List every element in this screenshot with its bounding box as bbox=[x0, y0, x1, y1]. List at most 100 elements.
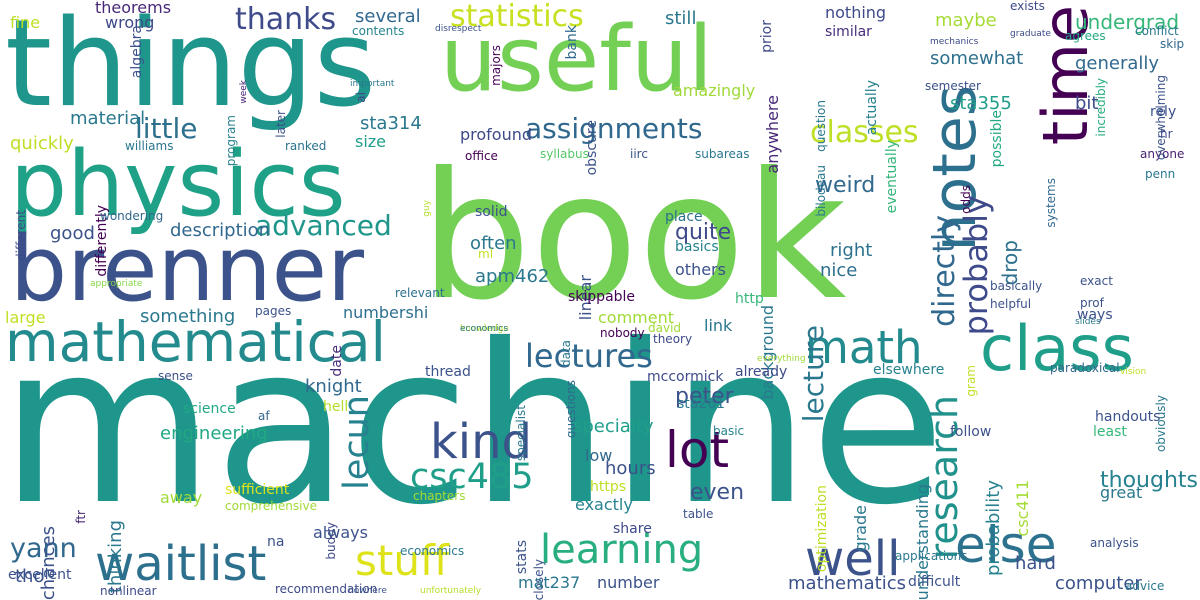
word-excellent: excellent bbox=[8, 567, 72, 583]
word-ways: ways bbox=[1077, 307, 1113, 323]
word-slides: slides bbox=[1075, 317, 1101, 327]
word-brenner: brenner bbox=[10, 217, 364, 322]
word-ai: ai bbox=[354, 92, 368, 103]
word-eventually: eventually bbox=[884, 140, 900, 214]
word-advice: advice bbox=[1125, 579, 1165, 593]
word-sta314: sta314 bbox=[360, 113, 422, 134]
word-williams: williams bbox=[125, 139, 174, 153]
word-description: description bbox=[170, 220, 271, 241]
word-question: question bbox=[814, 100, 828, 152]
word-ranked: ranked bbox=[285, 139, 327, 153]
word-odds: odds bbox=[959, 185, 973, 214]
word-hours: hours bbox=[605, 458, 656, 479]
word-applications: applications bbox=[895, 549, 968, 563]
word-low: low bbox=[585, 446, 613, 465]
word-comment: comment bbox=[598, 308, 675, 327]
word-exists: exists bbox=[1010, 0, 1045, 13]
word-engineering: engineering bbox=[160, 423, 268, 444]
word-numbershi: numbershi bbox=[343, 303, 429, 322]
word-specialty: specialty bbox=[573, 416, 654, 437]
word-something: something bbox=[140, 306, 236, 327]
word-economics: economics bbox=[400, 544, 465, 558]
word-amazingly: amazingly bbox=[673, 81, 756, 100]
word-stats: stats bbox=[514, 540, 530, 575]
word-advanced: advanced bbox=[255, 209, 392, 242]
word-quite: quite bbox=[675, 220, 732, 245]
word-office: office bbox=[465, 149, 498, 163]
word-analysis: analysis bbox=[1090, 536, 1139, 550]
word-recommendation: recommendation bbox=[275, 582, 378, 596]
word-good: good bbox=[50, 223, 95, 244]
word-ftr: ftr bbox=[74, 510, 88, 524]
word-everything: everything bbox=[757, 354, 806, 364]
word-algebra: algebra bbox=[129, 25, 145, 79]
word-exactly: exactly bbox=[575, 495, 633, 514]
word-theory: theory bbox=[653, 332, 693, 346]
word-others: others bbox=[675, 260, 726, 279]
word-thread: thread bbox=[425, 364, 471, 380]
word-still: still bbox=[665, 8, 697, 29]
word-machine: machine bbox=[0, 297, 946, 553]
word-sta355: sta355 bbox=[950, 93, 1012, 114]
word-useful: useful bbox=[440, 7, 714, 112]
word-penn: penn bbox=[1145, 167, 1176, 181]
word-sufficient: sufficient bbox=[225, 482, 290, 498]
word-af: af bbox=[258, 409, 270, 423]
word-syllabus: syllabus bbox=[540, 147, 589, 161]
word-iirc: iirc bbox=[630, 147, 648, 161]
word-quickly: quickly bbox=[10, 133, 74, 154]
word-chances: chances bbox=[38, 525, 59, 600]
word-always: always bbox=[313, 523, 368, 542]
word-generally: generally bbox=[1075, 53, 1160, 74]
word-possible: possible bbox=[989, 110, 1005, 168]
word-data: data bbox=[559, 340, 573, 368]
word-basically: basically bbox=[990, 279, 1043, 293]
word-appropriate: appropriate bbox=[90, 279, 143, 289]
word-rely: rely bbox=[1150, 104, 1177, 120]
word-book: book bbox=[420, 136, 847, 339]
word-contents: contents bbox=[352, 24, 405, 38]
word-csc411: csc411 bbox=[1013, 480, 1032, 537]
word-nonlinear: nonlinear bbox=[100, 584, 157, 598]
word-knowledge: knowledge bbox=[460, 324, 509, 334]
word-probably: probably bbox=[957, 195, 995, 336]
word-na: na bbox=[267, 534, 285, 550]
word-skippable: skippable bbox=[568, 289, 636, 305]
word-somewhat: somewhat bbox=[930, 48, 1024, 69]
word-often: often bbox=[470, 233, 517, 254]
word-maybe: maybe bbox=[935, 10, 997, 31]
word-things: things bbox=[5, 0, 377, 134]
word-science: science bbox=[183, 401, 236, 417]
word-profound: profound bbox=[460, 125, 533, 144]
word-even: even bbox=[690, 480, 745, 505]
word-elsewhere: elsewhere bbox=[873, 362, 945, 378]
word-sense: sense bbox=[158, 369, 193, 383]
word-exact: exact bbox=[1080, 274, 1113, 288]
word-systems: systems bbox=[1044, 178, 1058, 228]
word-apm462: apm462 bbox=[475, 266, 550, 287]
word-chapters: chapters bbox=[413, 489, 466, 503]
word-later: later bbox=[274, 110, 288, 138]
word-subareas: subareas bbox=[695, 147, 750, 161]
word-wrong: wrong bbox=[105, 13, 155, 32]
word-anywhere: anywhere bbox=[763, 95, 782, 174]
word-away: away bbox=[160, 488, 203, 507]
word-probability: probability bbox=[983, 480, 1004, 577]
word-hr: hr bbox=[1160, 127, 1173, 141]
word-solid: solid bbox=[475, 204, 508, 220]
word-basics: basics bbox=[675, 239, 719, 255]
word-different: different bbox=[14, 210, 28, 261]
word-grade: grade bbox=[851, 505, 870, 552]
word-bank: bank bbox=[564, 25, 580, 60]
word-csc485: csc485 bbox=[410, 457, 534, 497]
word-prior: prior bbox=[759, 20, 775, 53]
word-assignments: assignments bbox=[525, 112, 703, 145]
word-large: large bbox=[5, 308, 46, 327]
word-nice: nice bbox=[820, 260, 858, 281]
word-basic: basic bbox=[713, 424, 745, 438]
word-share: share bbox=[613, 521, 652, 537]
word-stuff: stuff bbox=[355, 536, 449, 585]
word-anyone: anyone bbox=[1140, 147, 1185, 161]
word-paradoxical: paradoxical bbox=[1050, 361, 1120, 375]
word-follow: follow bbox=[950, 424, 992, 440]
